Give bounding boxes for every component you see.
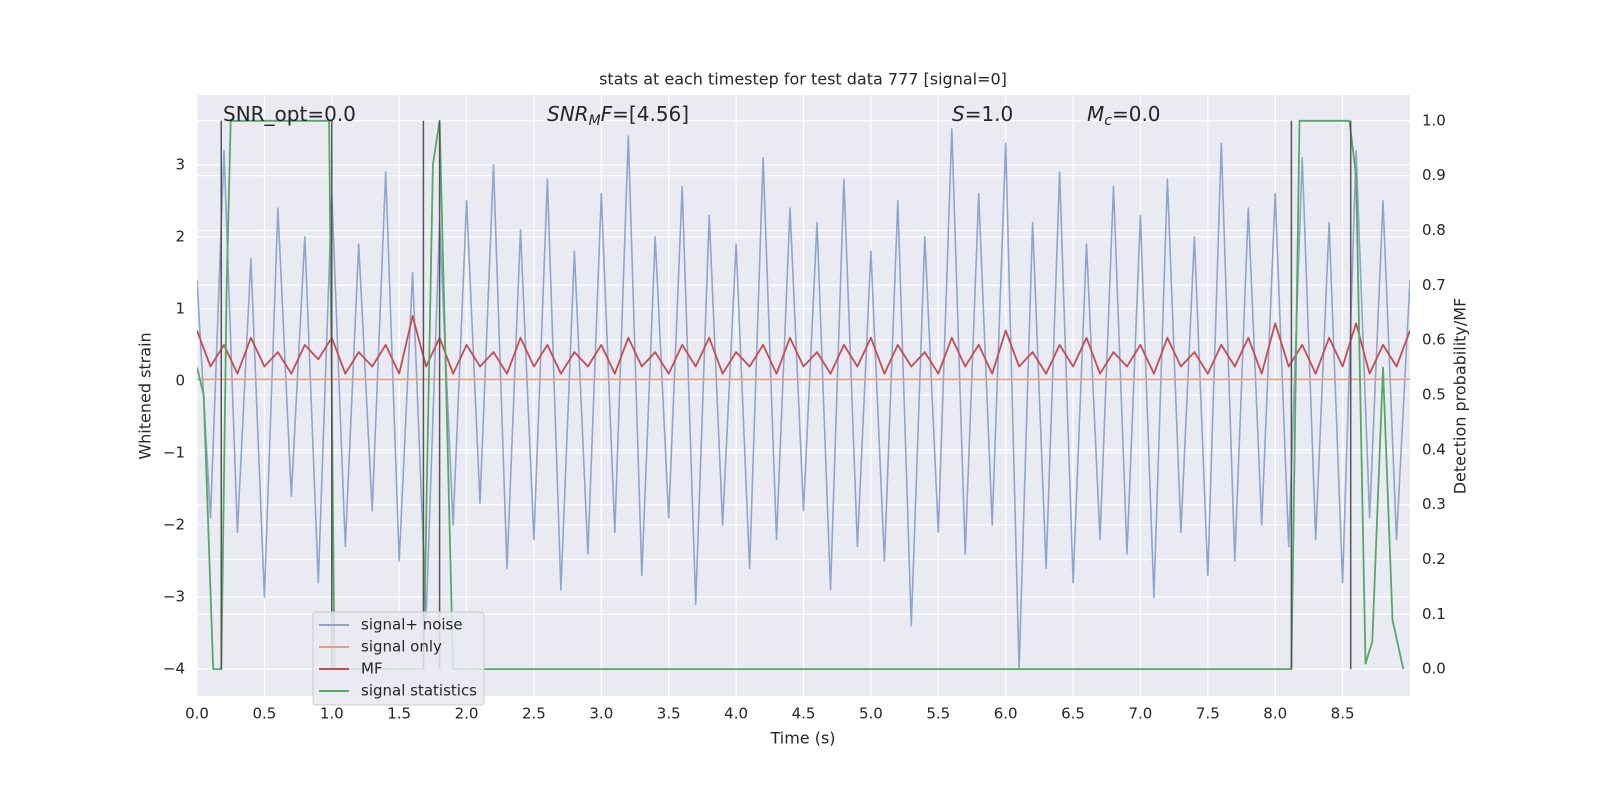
x-tick-label: 1.5	[387, 705, 411, 723]
annotation-part: S	[952, 102, 965, 126]
legend-label: signal+ noise	[361, 616, 463, 634]
x-tick-label: 7.0	[1129, 705, 1153, 723]
x-tick-label: 6.0	[994, 705, 1018, 723]
y2-tick-label: 0.0	[1422, 660, 1446, 678]
x-tick-label: 5.5	[926, 705, 950, 723]
legend-label: MF	[361, 660, 383, 678]
legend: signal+ noise signal only MF signal statist…	[312, 611, 485, 706]
x-tick-label: 3.0	[589, 705, 613, 723]
annotation-part: SNR_opt=0.0	[223, 102, 356, 126]
plot	[197, 119, 1410, 670]
legend-label: signal only	[361, 638, 442, 656]
series-line	[197, 119, 1405, 670]
y-tick-label: 1	[175, 299, 185, 317]
y2-tick-label: 0.3	[1422, 495, 1446, 513]
y2-tick-label: 0.8	[1422, 221, 1446, 239]
x-tick-label: 6.5	[1061, 705, 1085, 723]
annotation: SNR_opt=0.0	[223, 102, 356, 126]
x-tick-label: 0.0	[185, 705, 209, 723]
y2-tick-label: 0.6	[1422, 331, 1446, 349]
annotation: SNRMF=[4.56]	[547, 102, 689, 129]
y2-tick-label: 0.1	[1422, 605, 1446, 623]
y-tick-label: −3	[163, 587, 185, 605]
legend-label: signal statistics	[361, 682, 477, 700]
legend-box	[312, 611, 485, 706]
x-tick-label: 8.0	[1263, 705, 1287, 723]
x-axis-label: Time (s)	[769, 729, 835, 748]
x-tick-label: 4.5	[792, 705, 816, 723]
annotation-part: M	[1087, 102, 1104, 126]
annotation-part: F	[601, 102, 613, 126]
y-axis-label: Whitened strain	[136, 332, 155, 459]
annotation-part: SNR	[547, 102, 589, 126]
annotation: S=1.0	[952, 102, 1013, 126]
y2-tick-label: 0.4	[1422, 440, 1446, 458]
annotation-part: M	[589, 113, 601, 129]
y-tick-label: 2	[175, 227, 185, 245]
x-tick-label: 1.0	[320, 705, 344, 723]
x-tick-label: 8.5	[1331, 705, 1355, 723]
series-line	[197, 315, 1410, 375]
series-line	[197, 128, 1410, 670]
y2-tick-label: 0.5	[1422, 385, 1446, 403]
y-tick-label: −1	[163, 443, 185, 461]
chart-title: stats at each timestep for test data 777…	[599, 70, 1007, 89]
y2-tick-label: 0.2	[1422, 550, 1446, 568]
x-tick-label: 3.5	[657, 705, 681, 723]
y2-tick-label: 1.0	[1422, 111, 1446, 129]
x-tick-label: 2.5	[522, 705, 546, 723]
y-tick-label: 3	[175, 155, 185, 173]
y2-axis-label: Detection probability/MF	[1451, 298, 1470, 495]
x-tick-label: 7.5	[1196, 705, 1220, 723]
x-tick-label: 0.5	[252, 705, 276, 723]
annotation-part: =1.0	[965, 102, 1014, 126]
y2-tick-label: 0.9	[1422, 166, 1446, 184]
annotation-part: =[4.56]	[612, 102, 689, 126]
y-tick-label: 0	[175, 371, 185, 389]
y-tick-label: −2	[163, 515, 185, 533]
annotation-part: c	[1104, 113, 1112, 129]
annotation-part: =0.0	[1112, 102, 1161, 126]
y-tick-label: −4	[163, 659, 185, 677]
x-tick-label: 5.0	[859, 705, 883, 723]
x-tick-label: 2.0	[455, 705, 479, 723]
y2-tick-label: 0.7	[1422, 276, 1446, 294]
x-tick-label: 4.0	[724, 705, 748, 723]
annotation: Mc=0.0	[1087, 102, 1161, 129]
